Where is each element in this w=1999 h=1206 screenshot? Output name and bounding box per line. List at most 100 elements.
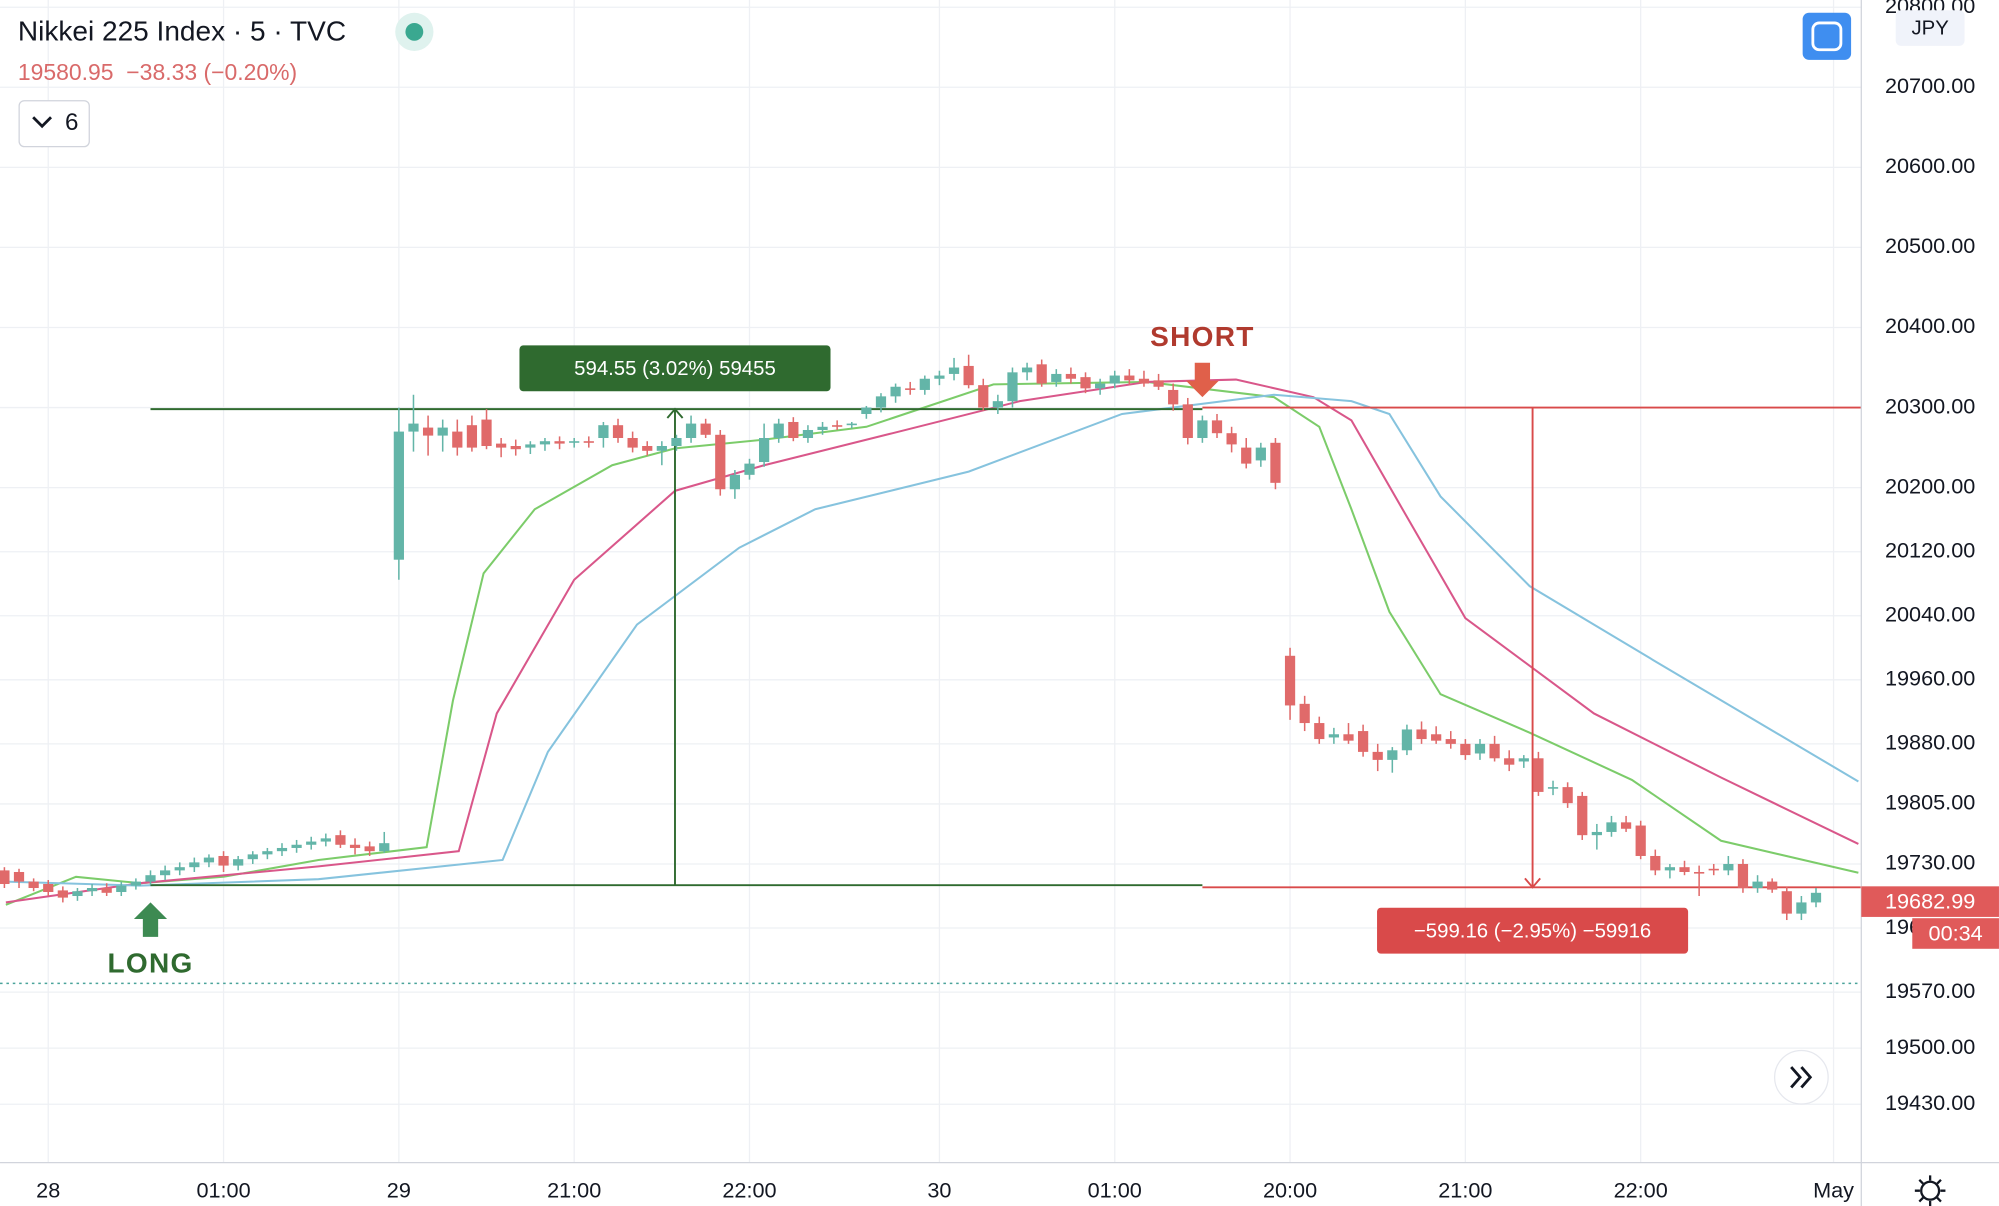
candle-body xyxy=(1474,743,1486,754)
indicators-toggle[interactable]: 6 xyxy=(18,100,90,148)
countdown-tag xyxy=(1912,918,1999,949)
measure-label-box xyxy=(519,345,831,392)
plot-area: 594.55 (3.02%) 59455 −599.16 (−2.95%) −59… xyxy=(0,321,1862,985)
settings-button[interactable] xyxy=(1914,1175,1946,1206)
candle-body xyxy=(43,884,54,893)
candle-body xyxy=(13,871,25,882)
candle-body xyxy=(817,426,828,430)
candle-body xyxy=(28,881,39,889)
candle-body xyxy=(1153,380,1164,387)
candle-body xyxy=(1489,743,1500,759)
settings-icon[interactable] xyxy=(1920,1180,1941,1201)
candle-body xyxy=(233,859,244,866)
moving-average-line xyxy=(5,380,1859,906)
indicators-toggle-box[interactable] xyxy=(18,100,90,148)
candle-body xyxy=(86,888,98,892)
candle-body xyxy=(218,855,229,866)
y-tick-label: 19805.00 xyxy=(1885,790,1975,815)
y-tick-label: 20700.00 xyxy=(1885,73,1975,98)
candle-body xyxy=(583,441,594,443)
candle-body xyxy=(1328,734,1339,738)
candle-body xyxy=(1343,734,1354,741)
candle-body xyxy=(320,838,331,842)
candle-body xyxy=(1109,375,1120,384)
candle-body xyxy=(101,888,112,893)
candle-body xyxy=(291,844,302,848)
countdown-label: 00:34 xyxy=(1929,920,1983,945)
candle-body xyxy=(1138,378,1150,384)
fullscreen-box[interactable] xyxy=(1802,12,1852,60)
x-tick-label: 20:00 xyxy=(1263,1178,1317,1203)
candle-body xyxy=(1051,373,1062,382)
candle-body xyxy=(349,844,361,848)
candle-body xyxy=(1197,420,1208,438)
candle-body xyxy=(788,421,799,438)
candle-body xyxy=(1372,751,1383,760)
currency-label: JPY xyxy=(1911,18,1949,40)
candle-body xyxy=(452,431,463,448)
candle-body xyxy=(627,437,638,448)
candle-body xyxy=(1752,881,1763,889)
candle-body xyxy=(496,443,507,448)
candle-body xyxy=(1241,447,1252,464)
candle-body xyxy=(832,425,843,427)
candle-body xyxy=(1211,420,1223,434)
candle-body xyxy=(1007,372,1018,402)
candle-body xyxy=(919,378,930,390)
candle-body xyxy=(379,843,390,852)
candle-body xyxy=(1708,868,1719,871)
x-tick-label: 29 xyxy=(387,1178,411,1203)
candle-body xyxy=(656,446,667,451)
fullscreen-icon xyxy=(1811,21,1843,52)
x-tick-label: 22:00 xyxy=(1614,1178,1668,1203)
candle-body xyxy=(1095,383,1106,389)
candle-body xyxy=(1620,822,1632,829)
signal-arrow xyxy=(1185,362,1219,398)
x-tick-label: 21:00 xyxy=(547,1178,601,1203)
y-tick-label: 19500.00 xyxy=(1885,1034,1975,1059)
candle-body xyxy=(992,401,1003,408)
y-tick-label: 20400.00 xyxy=(1885,313,1975,338)
candle-body xyxy=(1460,743,1471,756)
candle-body xyxy=(1810,892,1822,903)
candle-body xyxy=(203,857,215,863)
y-tick-label: 20200.00 xyxy=(1885,473,1975,498)
scroll-button[interactable] xyxy=(1773,1049,1829,1105)
candle-body xyxy=(306,841,317,845)
candle-body xyxy=(116,885,127,893)
measure-label-box xyxy=(1377,907,1689,954)
candle-body xyxy=(554,441,565,444)
candle-body xyxy=(1577,795,1588,836)
x-tick-label: 28 xyxy=(36,1178,60,1203)
moving-average-line xyxy=(5,393,1859,887)
candle-body xyxy=(1387,750,1398,760)
candle-body xyxy=(1036,364,1047,384)
x-tick-label: 01:00 xyxy=(1088,1178,1142,1203)
last-price-label: 19682.99 xyxy=(1885,889,1975,914)
candle-body xyxy=(130,881,142,886)
candle-body xyxy=(1679,867,1690,872)
candle-body xyxy=(773,423,784,438)
candle-body xyxy=(948,367,960,374)
candle-body xyxy=(276,847,288,852)
candle-body xyxy=(1226,433,1237,445)
last-price-tag xyxy=(1861,886,1999,917)
fullscreen-button[interactable] xyxy=(1802,12,1852,60)
y-tick-label: 20300.00 xyxy=(1885,393,1975,418)
candle-body xyxy=(758,437,770,463)
candle-body xyxy=(1518,758,1529,762)
measure-label: 594.55 (3.02%) 59455 xyxy=(574,358,776,380)
candle-body xyxy=(978,385,989,408)
y-tick-label: 19430.00 xyxy=(1885,1090,1975,1115)
y-tick-label: 20600.00 xyxy=(1885,153,1975,178)
chevron-icon xyxy=(32,116,53,129)
candle-body xyxy=(1168,389,1179,405)
candle-body xyxy=(905,388,916,390)
candle-body xyxy=(422,427,434,436)
candle-body xyxy=(1314,723,1325,740)
y-tick-label: 19730.00 xyxy=(1885,850,1975,875)
candle-body xyxy=(729,474,741,490)
